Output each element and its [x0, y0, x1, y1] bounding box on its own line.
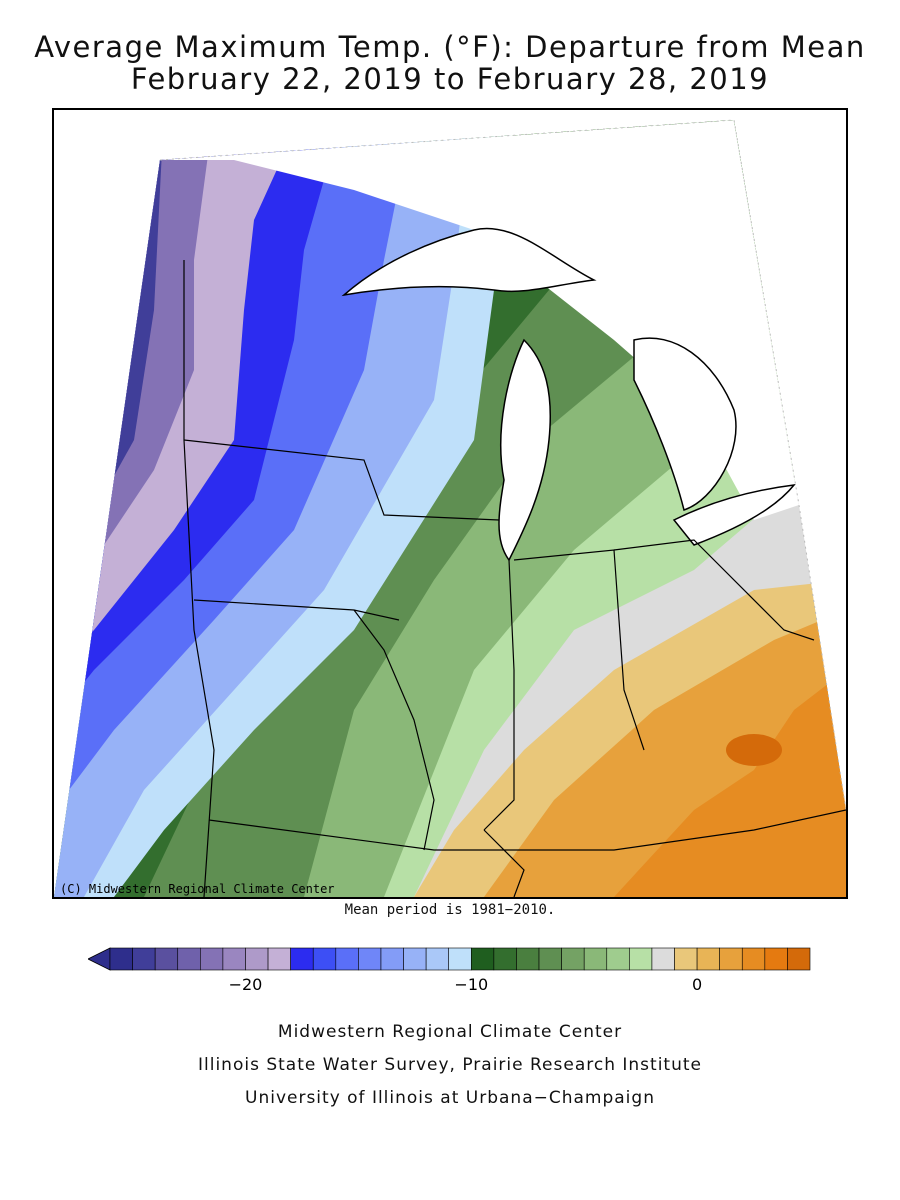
legend-swatch [380, 947, 404, 971]
legend-swatch [290, 947, 314, 971]
legend-swatch [583, 947, 608, 971]
band-max-warm [726, 734, 782, 766]
great-lakes [341, 227, 796, 562]
legend-swatch [741, 947, 766, 971]
legend-swatch [335, 947, 359, 971]
legend-swatch [606, 947, 630, 971]
color-legend: −20 −10 0 [88, 947, 811, 994]
map-copyright: (C) Midwestern Regional Climate Center [60, 882, 335, 896]
legend-tick-label: −10 [454, 975, 488, 994]
legend-tick-label: −20 [229, 975, 263, 994]
legend-swatch [222, 947, 246, 971]
band-dark-orange [614, 670, 846, 897]
credit-organization: Midwestern Regional Climate Center [277, 1022, 623, 1042]
legend-swatch [538, 947, 562, 971]
legend-swatch [696, 947, 720, 971]
legend-swatch [403, 947, 427, 971]
legend-swatch [448, 947, 472, 971]
map-title: Average Maximum Temp. (°F): Departure fr… [34, 30, 866, 64]
legend-swatch [245, 947, 269, 971]
legend-swatch [425, 947, 450, 971]
credit-survey: Illinois State Water Survey, Prairie Res… [198, 1055, 702, 1075]
legend-swatch [651, 947, 675, 971]
legend-swatch [493, 947, 517, 971]
legend-swatch [312, 947, 337, 971]
legend-swatch [516, 947, 540, 971]
lake-huron [633, 337, 737, 511]
legend-swatch [177, 947, 201, 971]
legend-swatch [132, 947, 156, 971]
legend-arrow [88, 947, 111, 971]
legend-swatch [674, 947, 698, 971]
legend-swatch [109, 947, 133, 971]
legend-swatch [629, 947, 653, 971]
legend-swatch [561, 947, 585, 971]
credit-university: University of Illinois at Urbana−Champai… [245, 1088, 655, 1108]
legend-swatch [200, 947, 224, 971]
legend-swatch [358, 947, 382, 971]
map-canvas: (C) Midwestern Regional Climate Center [54, 119, 846, 897]
temperature-bands [54, 120, 846, 897]
legend-swatch [267, 947, 291, 971]
legend-swatch [787, 947, 811, 971]
lake-superior [341, 227, 597, 297]
lake-erie [672, 484, 796, 546]
lake-michigan [498, 338, 552, 562]
mean-period-note: Mean period is 1981−2010. [344, 902, 556, 918]
legend-swatch [719, 947, 743, 971]
map-date-range: February 22, 2019 to February 28, 2019 [130, 62, 770, 96]
temperature-departure-map: (C) Midwestern Regional Climate Center [52, 108, 848, 899]
legend-swatch [154, 947, 179, 971]
legend-tick-label: 0 [692, 975, 702, 994]
state-boundaries [183, 260, 846, 897]
canada-area [160, 120, 799, 520]
legend-swatch [764, 947, 788, 971]
legend-swatch [470, 947, 495, 971]
